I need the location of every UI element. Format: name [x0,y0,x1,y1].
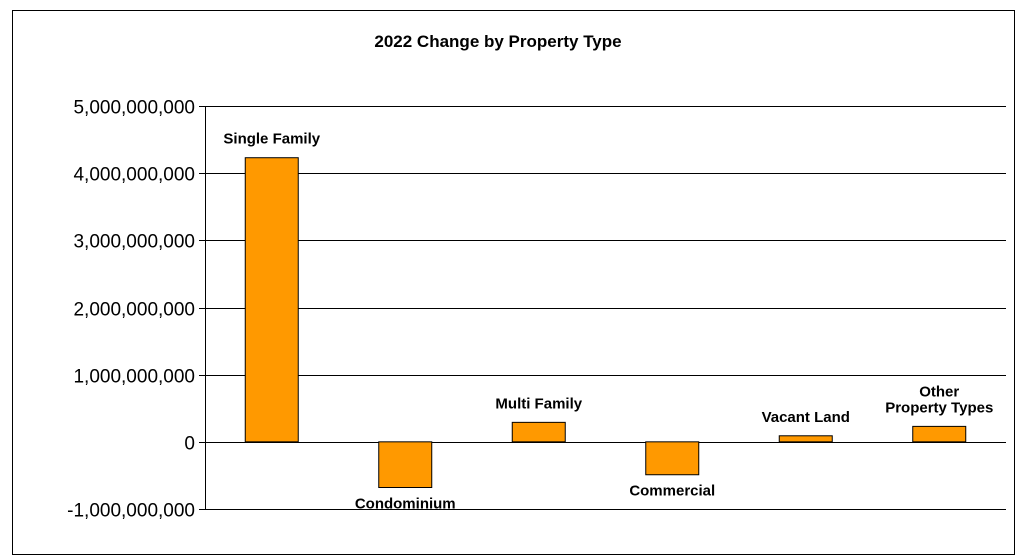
bar-commercial [645,441,700,476]
category-label: Condominium [355,496,456,513]
bar-other-property-types [912,425,967,443]
bars [244,157,967,489]
category-labels: Single Family Condominium Multi Family Comm… [223,131,993,513]
y-tick-label: 2,000,000,000 [73,300,195,321]
category-label: Vacant Land [762,409,850,426]
gridlines [205,106,1006,443]
category-label: Multi Family [495,395,582,412]
y-tick-label: 0 [184,434,195,455]
y-tick-label: 1,000,000,000 [73,367,195,388]
bar-vacant-land [778,435,833,443]
bar-single-family [244,157,299,443]
category-label: Other Property Types [885,383,993,416]
y-tick-label: -1,000,000,000 [67,501,195,522]
bar-chart: 2022 Change by Property Type 5,000,000,0… [67,32,1006,522]
y-tick-label: 4,000,000,000 [73,165,195,186]
axes [199,106,1006,510]
y-tick-label: 5,000,000,000 [73,98,195,119]
chart-frame [12,10,1015,555]
category-label: Commercial [629,483,715,500]
chart-title: 2022 Change by Property Type [374,32,621,51]
category-label: Single Family [223,131,320,148]
bar-multi-family [511,421,566,443]
y-tick-label: 3,000,000,000 [73,232,195,253]
bar-condominium [378,441,433,489]
y-tick-labels: 5,000,000,000 4,000,000,000 3,000,000,000 2… [67,98,195,522]
